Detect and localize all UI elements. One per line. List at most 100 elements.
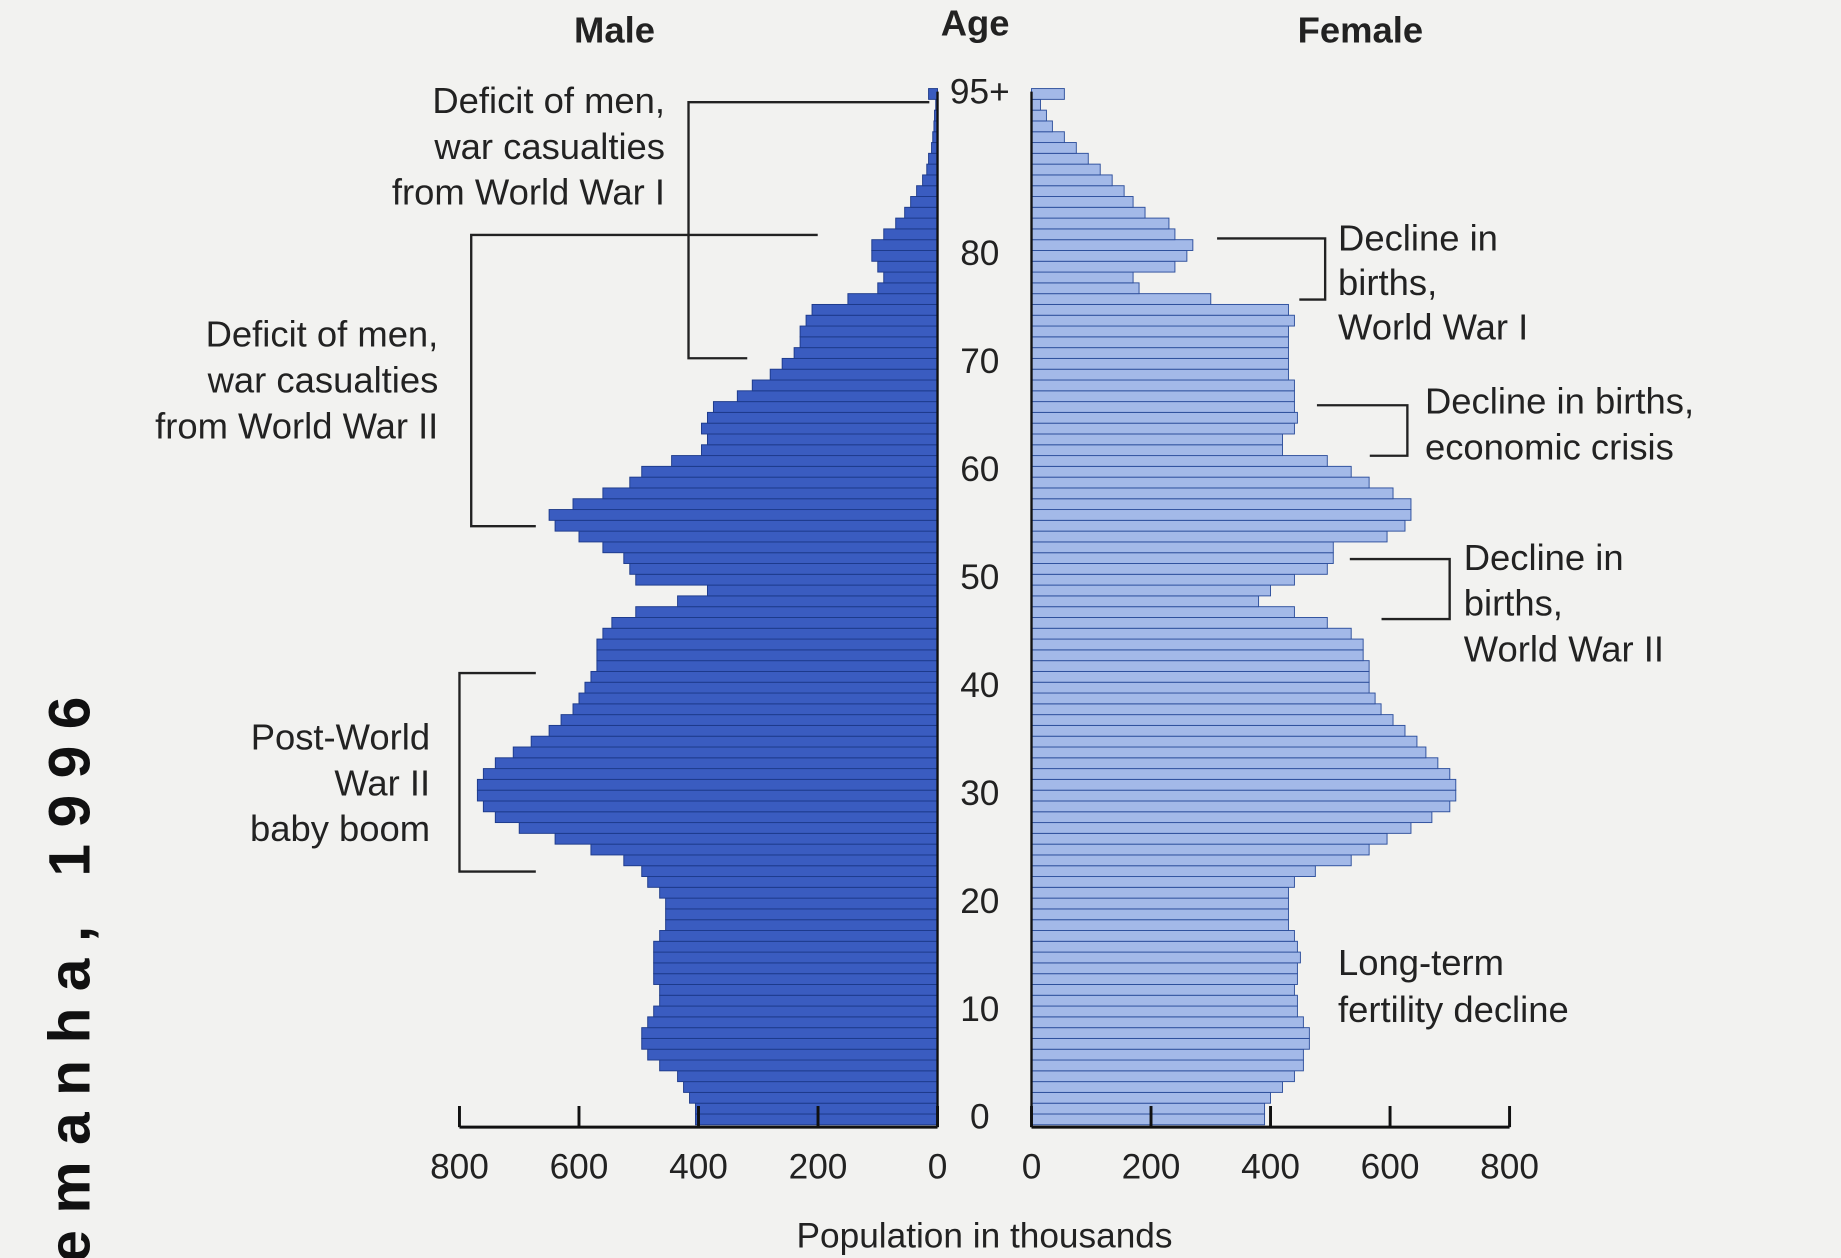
x-axis-label: Population in thousands: [797, 1216, 1173, 1255]
bar-male: [584, 681, 939, 694]
bar-male: [635, 606, 939, 618]
x-tick-label: 800: [430, 1148, 489, 1187]
bar-female: [1031, 865, 1316, 878]
bar-male: [793, 347, 939, 359]
bar-male: [548, 509, 939, 521]
bar-female: [1031, 476, 1370, 489]
bar-male: [530, 735, 939, 748]
bar-female: [1031, 1091, 1272, 1104]
annotation: from World War II: [155, 405, 438, 446]
x-tick-label: 200: [1122, 1148, 1181, 1187]
bar-female: [1031, 714, 1394, 726]
bar-male: [590, 670, 939, 683]
bar-male: [706, 433, 939, 446]
bar-female: [1031, 541, 1334, 554]
legend-male: Male: [574, 10, 655, 51]
bracket: [1349, 557, 1451, 621]
bar-male: [602, 541, 939, 554]
bracket: [1217, 237, 1327, 301]
bar-male: [623, 854, 939, 867]
bar-female: [1031, 692, 1376, 705]
bar-female: [1031, 271, 1134, 284]
bar-male: [659, 984, 939, 996]
bar-female: [1031, 854, 1352, 867]
bar-female: [1031, 1005, 1298, 1018]
annotation: baby boom: [250, 808, 430, 849]
bar-male: [578, 530, 939, 543]
bar-female: [1031, 519, 1406, 532]
x-tick-label: 800: [1480, 1148, 1539, 1187]
bar-male: [512, 746, 939, 759]
bar-female: [1031, 994, 1298, 1007]
bar-female: [1031, 325, 1289, 338]
annotation: Deficit of men,: [432, 80, 665, 121]
bar-female: [1031, 1027, 1310, 1039]
bar-female: [1031, 120, 1053, 133]
bar-male: [928, 88, 939, 100]
bar-female: [1031, 174, 1113, 187]
bar-female: [1031, 563, 1328, 575]
annotation: war casualties: [207, 360, 439, 401]
bar-female: [1031, 897, 1289, 910]
bar-female: [1031, 778, 1457, 791]
bar-male: [805, 314, 939, 327]
bar-male: [659, 1059, 939, 1072]
bar-female: [1031, 670, 1370, 683]
bar-male: [518, 822, 939, 834]
bar-female: [1031, 217, 1170, 230]
bar-male: [596, 660, 939, 672]
bar-male: [476, 789, 939, 802]
bar-male: [689, 1091, 939, 1104]
bar-male: [590, 843, 939, 856]
bar-female: [1031, 487, 1394, 500]
bar-female: [1031, 206, 1146, 219]
bar-male: [653, 1005, 939, 1018]
y-tick-label: 95+: [950, 72, 1010, 111]
bar-male: [877, 282, 939, 295]
bar-female: [1031, 606, 1295, 618]
bar-male: [847, 293, 939, 305]
bar-female: [1031, 303, 1289, 316]
bar-female: [1031, 530, 1388, 543]
bar-female: [1031, 703, 1382, 716]
x-tick-label: 400: [669, 1148, 728, 1187]
bar-male: [701, 422, 939, 435]
annotation: Post-World: [251, 717, 430, 758]
bar-female: [1031, 368, 1289, 381]
bar-male: [659, 930, 939, 942]
bar-female: [1031, 800, 1451, 813]
bar-male: [578, 692, 939, 705]
bar-female: [1031, 584, 1272, 597]
y-tick-label: 10: [960, 990, 999, 1029]
bar-female: [1031, 379, 1295, 392]
bar-female: [1031, 843, 1370, 856]
bar-male: [683, 1081, 939, 1093]
bar-male: [653, 951, 939, 964]
bar-female: [1031, 163, 1101, 176]
bar-male: [811, 303, 939, 316]
bar-male: [659, 886, 939, 899]
bar-male: [677, 1070, 939, 1083]
bar-male: [641, 465, 939, 478]
bar-male: [647, 1048, 939, 1061]
bar-female: [1031, 185, 1125, 197]
annotation: World War II: [1464, 629, 1664, 670]
bar-female: [1031, 638, 1364, 651]
bar-female: [1031, 109, 1047, 122]
x-tick-label: 600: [550, 1148, 609, 1187]
bar-male: [769, 368, 939, 381]
legend-female: Female: [1298, 10, 1423, 51]
bar-male: [602, 627, 939, 640]
annotation: Long-term: [1338, 942, 1504, 983]
bar-male: [695, 1113, 939, 1126]
bar-female: [1031, 1016, 1304, 1029]
x-tick-label: 600: [1361, 1148, 1420, 1187]
bar-male: [659, 994, 939, 1007]
y-tick-label: 20: [960, 882, 999, 921]
bar-male: [596, 649, 939, 662]
bar-male: [641, 1037, 939, 1050]
bar-female: [1031, 98, 1041, 111]
bar-male: [926, 163, 939, 176]
bracket: [470, 233, 818, 528]
